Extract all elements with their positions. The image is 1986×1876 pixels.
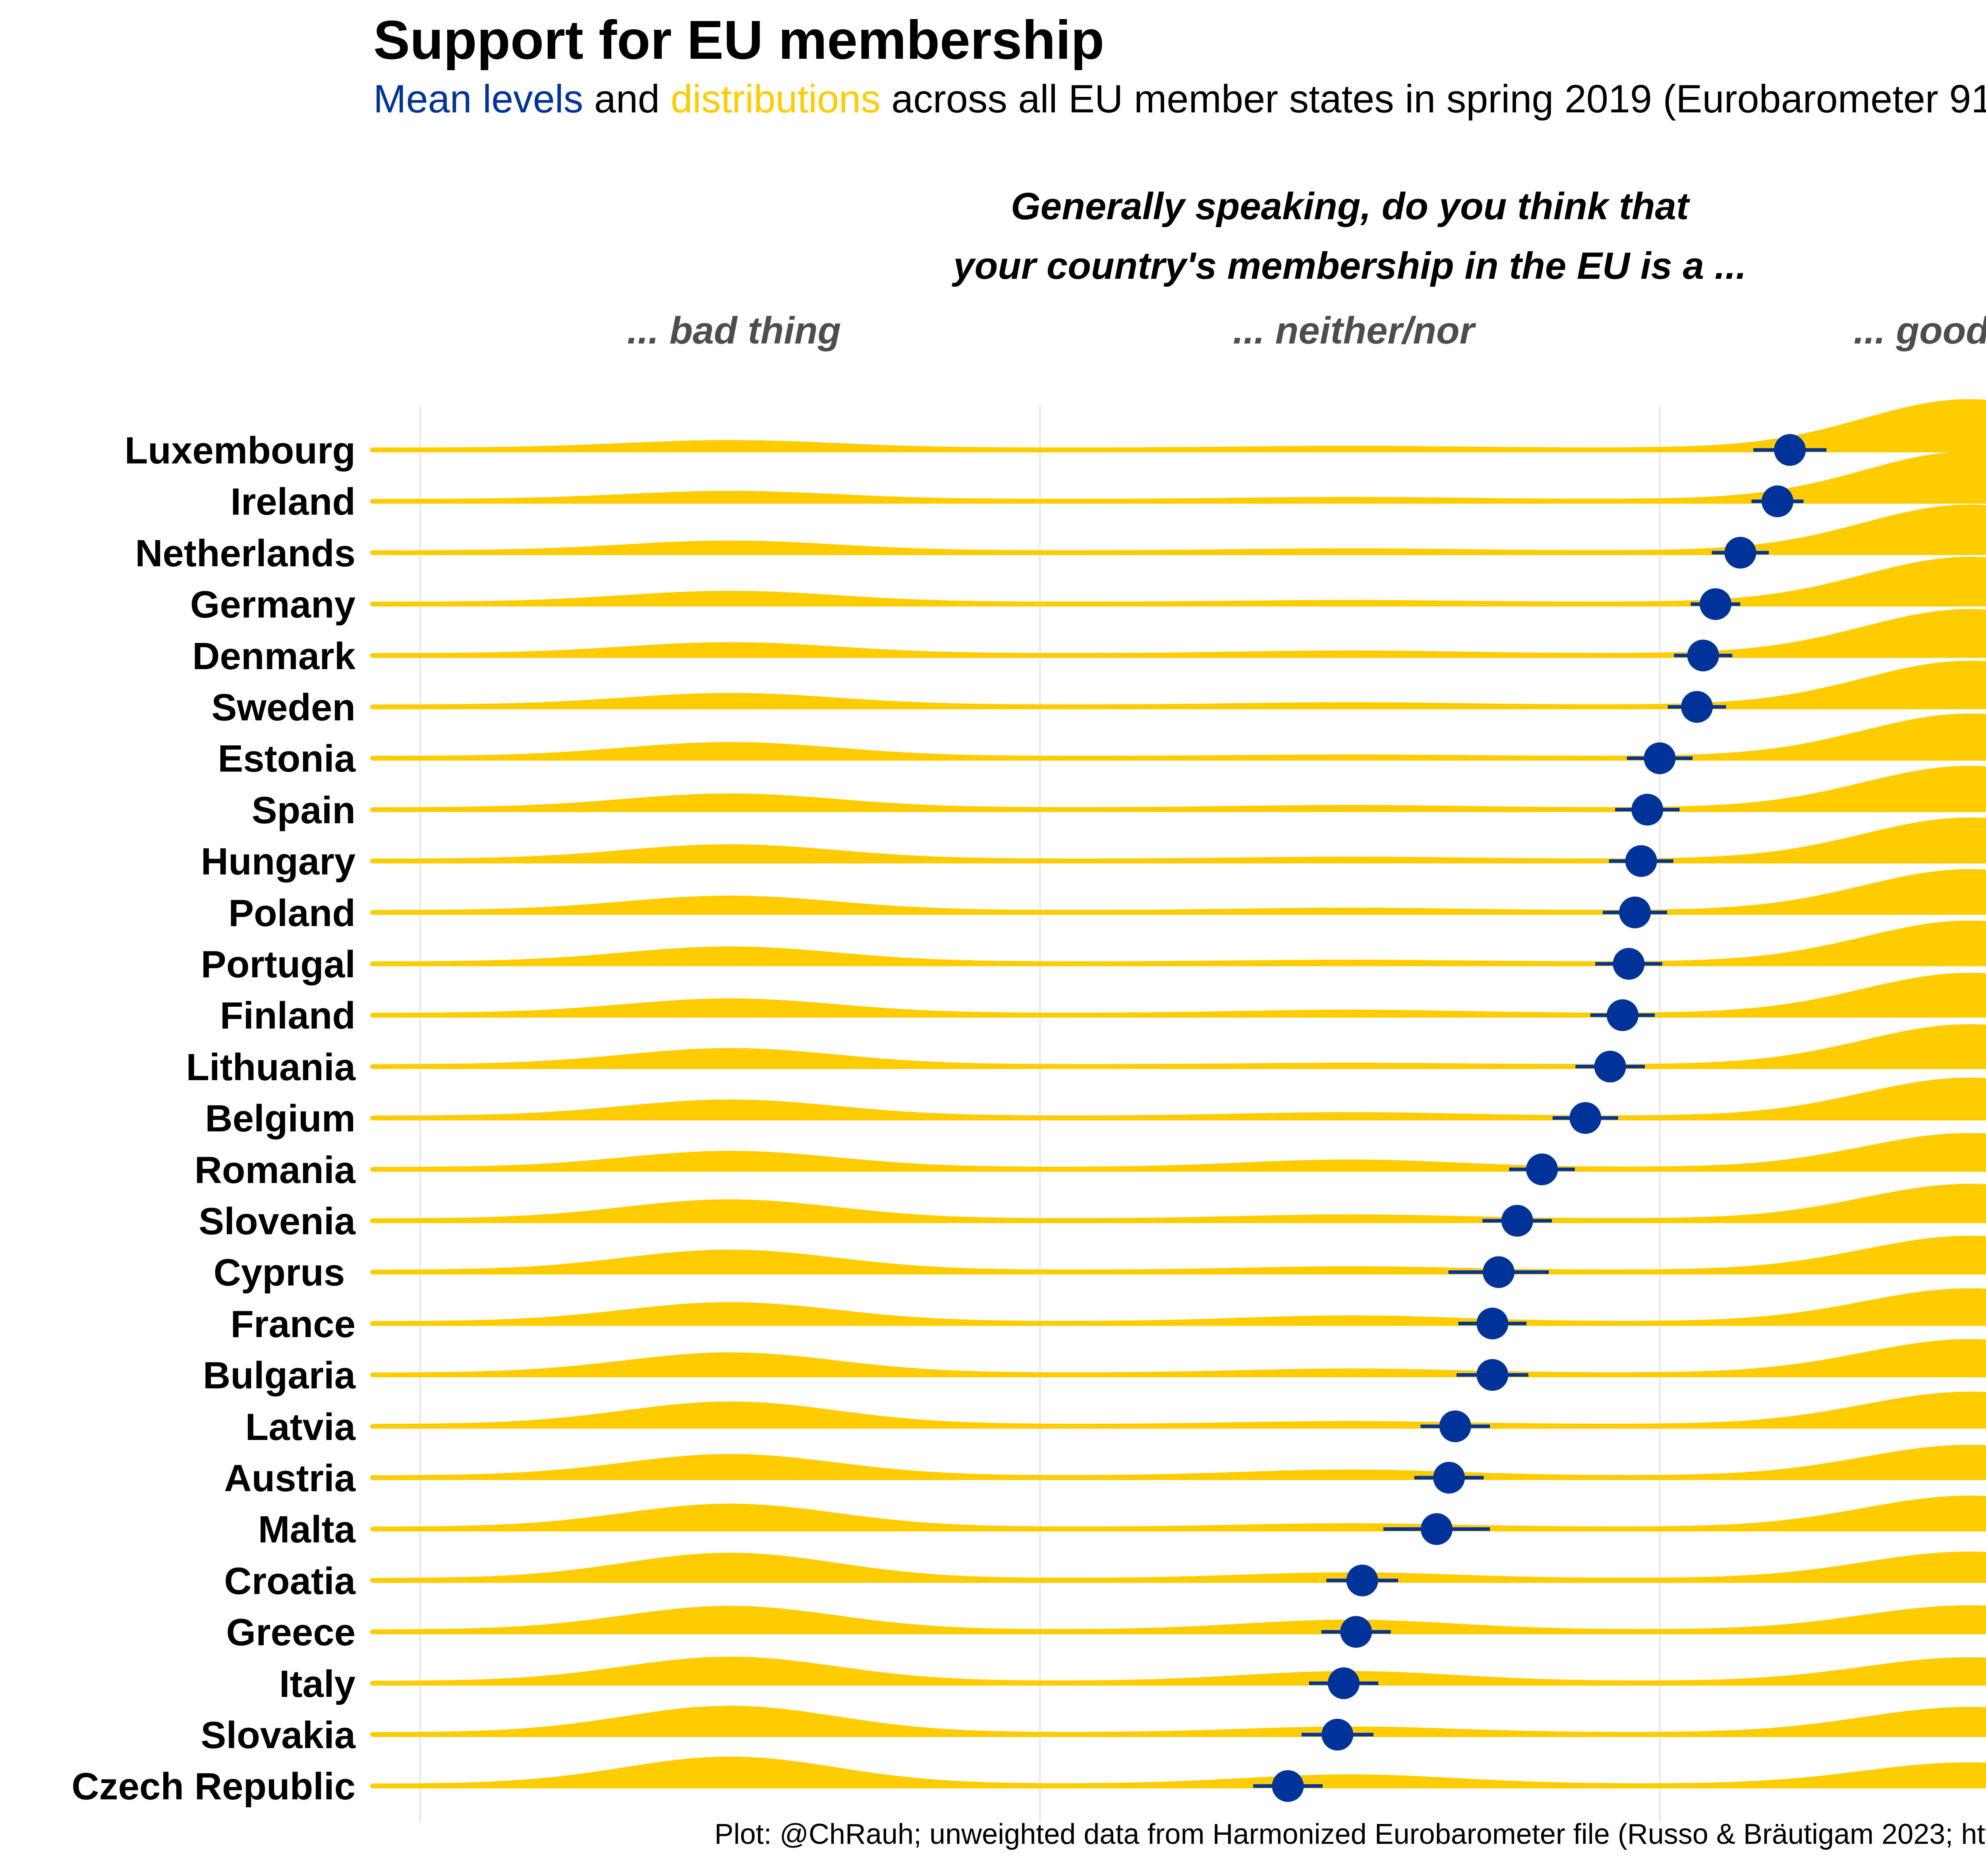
country-label-malta: Malta: [258, 1508, 355, 1551]
mean-dot-portugal: [1613, 948, 1645, 980]
country-label-slovenia: Slovenia: [199, 1200, 355, 1243]
country-label-netherlands: Netherlands: [135, 532, 355, 575]
country-label-poland: Poland: [228, 892, 355, 934]
mean-dot-romania: [1526, 1153, 1558, 1185]
country-label-romania: Romania: [194, 1148, 355, 1191]
mean-dot-austria: [1433, 1462, 1465, 1494]
ridge-malta: [370, 1496, 1986, 1532]
ridge-austria: [370, 1445, 1986, 1480]
mean-dot-poland: [1619, 896, 1651, 928]
country-label-austria: Austria: [224, 1457, 355, 1500]
ridge-luxembourg: [370, 399, 1986, 452]
mean-dot-malta: [1420, 1513, 1453, 1545]
subtitle-and: and: [583, 77, 671, 121]
country-label-croatia: Croatia: [224, 1559, 355, 1602]
country-label-italy: Italy: [279, 1662, 355, 1705]
mean-dot-greece: [1340, 1616, 1372, 1648]
chart-title: Support for EU membership: [373, 10, 1105, 71]
mean-dot-belgium: [1569, 1102, 1602, 1134]
category-label-neither: ... neither/nor: [1233, 309, 1475, 352]
country-label-denmark: Denmark: [192, 635, 355, 677]
x-axis-question: Generally speaking, do you think that yo…: [420, 177, 1986, 296]
mean-dot-italy: [1327, 1667, 1360, 1699]
mean-dot-bulgaria: [1476, 1359, 1509, 1391]
mean-dot-ireland: [1762, 485, 1794, 517]
country-label-luxembourg: Luxembourg: [124, 429, 355, 472]
country-label-belgium: Belgium: [205, 1097, 355, 1140]
subtitle-rest: across all EU member states in spring 20…: [880, 77, 1986, 121]
subtitle-distributions: distributions: [670, 77, 881, 121]
ridge-italy: [370, 1656, 1986, 1686]
mean-dot-france: [1476, 1307, 1509, 1339]
ridge-germany: [370, 557, 1986, 607]
category-label-bad: ... bad thing: [627, 309, 841, 352]
country-label-germany: Germany: [190, 583, 355, 626]
ridge-finland: [370, 973, 1986, 1018]
country-label-greece: Greece: [226, 1611, 355, 1654]
mean-dot-denmark: [1687, 639, 1719, 672]
ridge-spain: [370, 766, 1986, 812]
ridge-greece: [370, 1605, 1986, 1635]
ridge-slovenia: [370, 1184, 1986, 1223]
ridge-lithuania: [370, 1024, 1986, 1069]
ridge-netherlands: [370, 504, 1986, 555]
mean-dot-slovenia: [1501, 1205, 1533, 1237]
mean-dot-spain: [1631, 793, 1663, 826]
ridge-estonia: [370, 713, 1986, 761]
country-label-czech-republic: Czech Republic: [71, 1765, 355, 1808]
country-label-portugal: Portugal: [201, 943, 355, 986]
ridge-denmark: [370, 609, 1986, 658]
country-label-lithuania: Lithuania: [186, 1046, 355, 1089]
ridge-portugal: [370, 921, 1986, 966]
mean-dot-latvia: [1439, 1410, 1471, 1442]
ridge-cyprus: [370, 1235, 1986, 1275]
country-label-sweden: Sweden: [211, 686, 355, 729]
mean-dot-hungary: [1625, 845, 1657, 877]
mean-dot-lithuania: [1594, 1050, 1626, 1083]
ridge-belgium: [370, 1077, 1986, 1121]
chart-caption: Plot: @ChRauh; unweighted data from Harm…: [714, 1818, 1986, 1850]
country-label-hungary: Hungary: [201, 840, 355, 883]
mean-dot-czech-republic: [1272, 1770, 1304, 1802]
gridlines: [419, 405, 1661, 1823]
mean-dot-germany: [1700, 588, 1732, 620]
subtitle-mean-levels: Mean levels: [373, 77, 583, 121]
country-label-cyprus: Cyprus: [213, 1251, 355, 1294]
mean-dot-sweden: [1681, 691, 1713, 723]
mean-dot-estonia: [1644, 742, 1676, 774]
ridge-slovakia: [370, 1706, 1986, 1737]
mean-dot-cyprus: [1482, 1256, 1515, 1288]
country-label-ireland: Ireland: [230, 481, 355, 523]
ridge-poland: [370, 869, 1986, 915]
country-label-spain: Spain: [251, 789, 355, 832]
mean-markers: [1253, 434, 1827, 1802]
ridge-croatia: [370, 1552, 1986, 1583]
mean-dot-netherlands: [1724, 537, 1756, 569]
category-label-good: ... good thing: [1853, 309, 1986, 352]
ridge-bulgaria: [370, 1339, 1986, 1378]
ridge-sweden: [370, 660, 1986, 709]
mean-dot-croatia: [1346, 1564, 1378, 1596]
country-label-estonia: Estonia: [218, 737, 355, 780]
mean-dot-luxembourg: [1774, 434, 1806, 466]
country-label-finland: Finland: [220, 994, 355, 1037]
ridge-latvia: [370, 1392, 1986, 1429]
country-label-slovakia: Slovakia: [201, 1714, 355, 1756]
chart-subtitle: Mean levels and distributions across all…: [373, 76, 1986, 122]
ridge-france: [370, 1288, 1986, 1326]
ridge-ireland: [370, 451, 1986, 504]
ridge-hungary: [370, 817, 1986, 864]
question-line-1: Generally speaking, do you think that: [1011, 185, 1689, 228]
ridge-czech-republic: [370, 1756, 1986, 1789]
mean-dot-slovakia: [1321, 1719, 1354, 1751]
mean-dot-finland: [1606, 999, 1638, 1031]
country-label-latvia: Latvia: [245, 1405, 355, 1448]
country-label-france: France: [230, 1303, 355, 1345]
ridge-romania: [370, 1133, 1986, 1172]
country-label-bulgaria: Bulgaria: [203, 1354, 355, 1397]
question-line-2: your country's membership in the EU is a…: [953, 245, 1746, 287]
distribution-ridges: [370, 399, 1986, 1789]
